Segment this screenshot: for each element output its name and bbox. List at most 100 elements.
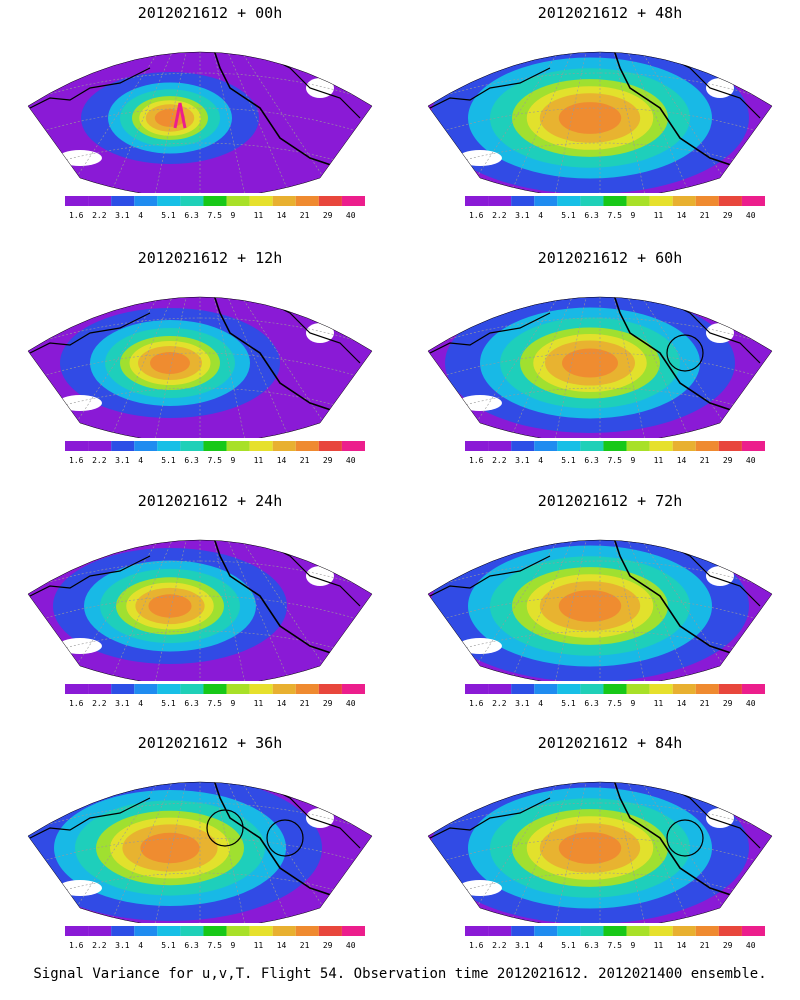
- colorbar-swatch: [157, 684, 181, 694]
- colorbar-swatch: [249, 684, 273, 694]
- colorbar-tick-label: 3.1: [115, 211, 130, 220]
- colorbar-tick-label: 9: [231, 699, 236, 708]
- colorbar-tick-label: 40: [346, 456, 356, 465]
- colorbar-swatch: [511, 441, 535, 451]
- colorbar-tick-label: 1.6: [469, 941, 484, 950]
- colorbar-tick-label: 29: [723, 456, 733, 465]
- colorbar-swatch: [134, 441, 158, 451]
- forecast-panel: 2012021612 + 12h 1.6 2.2 3.1 4 5.1 6.3 7.5 9 11 14…: [20, 245, 400, 485]
- colorbar-swatch: [226, 926, 250, 936]
- colorbar-swatch: [488, 926, 512, 936]
- colorbar-swatch: [111, 684, 135, 694]
- colorbar-tick-label: 14: [277, 699, 287, 708]
- colorbar-swatch: [741, 684, 765, 694]
- colorbar-swatch: [580, 926, 604, 936]
- colorbar-swatch: [557, 196, 581, 206]
- colorbar-swatch: [672, 926, 696, 936]
- colorbar-tick-label: 5.1: [561, 211, 576, 220]
- forecast-panel: 2012021612 + 60h 1.6 2.2 3.1 4 5.1 6.3 7.5 9 11 14…: [420, 245, 800, 485]
- colorbar-tick-label: 3.1: [115, 699, 130, 708]
- colorbar-tick-label: 7.5: [607, 699, 622, 708]
- colorbar-tick-label: 21: [700, 941, 710, 950]
- colorbar-tick-label: 11: [654, 211, 664, 220]
- colorbar-tick-label: 7.5: [207, 941, 222, 950]
- colorbar-swatch: [649, 684, 673, 694]
- colorbar-swatch: [88, 441, 112, 451]
- colorbar-swatch: [341, 684, 365, 694]
- colorbar-tick-label: 11: [654, 456, 664, 465]
- variance-map: [427, 539, 773, 681]
- colorbar-swatch: [695, 926, 719, 936]
- colorbar-swatch: [626, 926, 650, 936]
- colorbar-swatch: [718, 684, 742, 694]
- colorbar-swatch: [65, 441, 89, 451]
- colorbar-tick-label: 7.5: [207, 456, 222, 465]
- colorbar-swatch: [180, 684, 204, 694]
- colorbar-tick-label: 21: [300, 456, 310, 465]
- colorbar-tick-label: 4: [138, 699, 143, 708]
- colorbar-tick-label: 11: [254, 941, 264, 950]
- colorbar-tick-label: 14: [277, 456, 287, 465]
- colorbar-swatch: [134, 926, 158, 936]
- colorbar-swatch: [511, 926, 535, 936]
- colorbar-swatch: [695, 684, 719, 694]
- colorbar-swatch: [180, 196, 204, 206]
- colorbar-tick-label: 11: [654, 941, 664, 950]
- colorbar-swatch: [134, 684, 158, 694]
- colorbar-tick-label: 6.3: [584, 699, 599, 708]
- panel-title: 2012021612 + 12h: [137, 249, 283, 267]
- colorbar: 1.6 2.2 3.1 4 5.1 6.3 7.5 9 11 14 21 29 40: [65, 196, 365, 220]
- colorbar-tick-label: 9: [631, 211, 636, 220]
- colorbar-swatch: [534, 441, 558, 451]
- colorbar-swatch: [465, 441, 489, 451]
- colorbar-tick-label: 1.6: [69, 211, 84, 220]
- colorbar-swatch: [249, 196, 273, 206]
- colorbar-tick-label: 6.3: [584, 456, 599, 465]
- colorbar-swatch: [557, 441, 581, 451]
- colorbar-tick-label: 29: [723, 211, 733, 220]
- colorbar-tick-label: 2.2: [492, 699, 507, 708]
- variance-map: [27, 296, 373, 438]
- colorbar-swatch: [318, 926, 342, 936]
- colorbar-tick-label: 2.2: [92, 456, 107, 465]
- colorbar-tick-label: 5.1: [561, 941, 576, 950]
- colorbar-tick-label: 21: [300, 941, 310, 950]
- colorbar-tick-label: 5.1: [161, 699, 176, 708]
- colorbar-tick-label: 6.3: [184, 211, 199, 220]
- colorbar-swatch: [534, 926, 558, 936]
- colorbar-swatch: [203, 926, 227, 936]
- colorbar-tick-label: 4: [138, 456, 143, 465]
- colorbar-tick-label: 29: [323, 941, 333, 950]
- forecast-panel: 2012021612 + 72h 1.6 2.2 3.1 4 5.1 6.3 7.5 9 11 14…: [420, 488, 800, 728]
- colorbar-swatch: [111, 441, 135, 451]
- colorbar-tick-label: 3.1: [515, 941, 530, 950]
- colorbar-tick-label: 1.6: [469, 456, 484, 465]
- colorbar-tick-label: 6.3: [184, 456, 199, 465]
- variance-map: [27, 781, 373, 923]
- colorbar-tick-label: 14: [677, 941, 687, 950]
- colorbar-tick-label: 7.5: [207, 211, 222, 220]
- colorbar-swatch: [511, 684, 535, 694]
- colorbar-tick-label: 40: [346, 699, 356, 708]
- colorbar-tick-label: 29: [323, 211, 333, 220]
- colorbar-swatch: [534, 196, 558, 206]
- colorbar-tick-label: 40: [346, 211, 356, 220]
- colorbar: 1.6 2.2 3.1 4 5.1 6.3 7.5 9 11 14 21 29 40: [465, 684, 765, 708]
- colorbar-swatch: [249, 926, 273, 936]
- colorbar-swatch: [226, 196, 250, 206]
- colorbar-swatch: [626, 196, 650, 206]
- colorbar-swatch: [111, 926, 135, 936]
- colorbar-swatch: [465, 196, 489, 206]
- colorbar-swatch: [649, 196, 673, 206]
- colorbar-swatch: [718, 441, 742, 451]
- colorbar-tick-label: 2.2: [492, 941, 507, 950]
- colorbar-tick-label: 40: [746, 211, 756, 220]
- colorbar-tick-label: 7.5: [607, 456, 622, 465]
- colorbar-swatch: [226, 684, 250, 694]
- variance-map: [27, 51, 373, 193]
- colorbar-swatch: [180, 926, 204, 936]
- colorbar-swatch: [718, 196, 742, 206]
- colorbar: 1.6 2.2 3.1 4 5.1 6.3 7.5 9 11 14 21 29 40: [65, 684, 365, 708]
- colorbar-tick-label: 4: [538, 211, 543, 220]
- colorbar-tick-label: 11: [654, 699, 664, 708]
